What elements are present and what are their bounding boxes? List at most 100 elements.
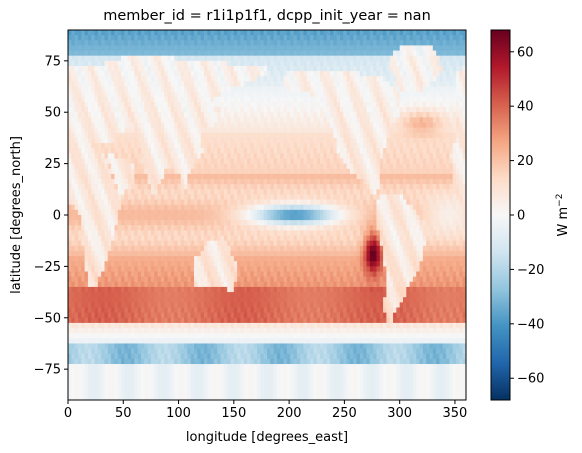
heatmap-cell xyxy=(399,215,404,221)
heatmap-cell xyxy=(396,189,401,195)
heatmap-cell xyxy=(296,60,301,67)
heatmap-cell xyxy=(87,184,92,190)
heatmap-cell xyxy=(170,204,175,211)
heatmap-cell xyxy=(436,30,440,36)
heatmap-cell xyxy=(217,199,222,206)
heatmap-cell xyxy=(396,35,401,41)
heatmap-cell xyxy=(77,215,82,221)
heatmap-cell xyxy=(393,199,397,206)
heatmap-cell xyxy=(363,199,367,206)
heatmap-cell xyxy=(213,204,218,211)
heatmap-cell xyxy=(290,230,295,237)
heatmap-cell xyxy=(343,143,348,149)
heatmap-cell xyxy=(426,30,431,36)
heatmap-cell xyxy=(227,101,232,108)
heatmap-cell xyxy=(449,158,454,165)
heatmap-cell xyxy=(121,148,125,154)
heatmap-cell xyxy=(134,81,139,88)
heatmap-cell xyxy=(356,65,361,72)
heatmap-cell xyxy=(160,189,165,195)
heatmap-cell xyxy=(203,240,208,247)
heatmap-cell xyxy=(124,163,129,170)
heatmap-cell xyxy=(356,220,361,226)
heatmap-cell xyxy=(276,215,281,221)
heatmap-cell xyxy=(379,225,384,231)
heatmap-cell xyxy=(373,179,377,185)
heatmap-cell xyxy=(399,65,404,72)
heatmap-cell xyxy=(233,96,238,103)
heatmap-cell xyxy=(399,117,404,123)
heatmap-cell xyxy=(87,148,92,154)
heatmap-cell xyxy=(227,35,232,41)
heatmap-cell xyxy=(432,65,437,72)
heatmap-cell xyxy=(320,96,324,103)
heatmap-cell xyxy=(94,76,99,82)
heatmap-cell xyxy=(74,122,79,129)
heatmap-cell xyxy=(446,45,450,52)
heatmap-cell xyxy=(217,65,222,72)
heatmap-cell xyxy=(263,45,268,52)
heatmap-cell xyxy=(416,132,421,139)
heatmap-cell xyxy=(276,143,281,149)
heatmap-cell xyxy=(197,107,202,113)
heatmap-cell xyxy=(131,96,135,103)
heatmap-cell xyxy=(409,184,414,190)
heatmap-cell xyxy=(436,173,440,180)
heatmap-cell xyxy=(296,132,301,139)
heatmap-cell xyxy=(253,163,258,170)
heatmap-cell xyxy=(419,158,424,165)
heatmap-cell xyxy=(243,132,248,139)
heatmap-cell xyxy=(326,235,331,242)
heatmap-cell xyxy=(167,204,172,211)
heatmap-cell xyxy=(107,132,112,139)
heatmap-cell xyxy=(323,86,328,93)
heatmap-cell xyxy=(180,86,185,93)
heatmap-cell xyxy=(243,230,248,237)
heatmap-cell xyxy=(230,220,235,226)
heatmap-cell xyxy=(213,143,218,149)
heatmap-cell xyxy=(77,107,82,113)
heatmap-cell xyxy=(442,199,447,206)
heatmap-cell xyxy=(456,163,460,170)
heatmap-cell xyxy=(240,184,245,190)
heatmap-cell xyxy=(213,209,218,216)
heatmap-cell xyxy=(227,137,232,144)
heatmap-cell xyxy=(333,230,338,237)
heatmap-cell xyxy=(187,76,192,82)
heatmap-cell xyxy=(213,50,218,57)
heatmap-cell xyxy=(180,30,185,36)
heatmap-cell xyxy=(68,199,72,206)
heatmap-cell xyxy=(210,189,215,195)
heatmap-cell xyxy=(210,71,215,77)
heatmap-cell xyxy=(207,240,212,247)
heatmap-cell xyxy=(91,60,96,67)
heatmap-cell xyxy=(154,71,159,77)
heatmap-cell xyxy=(300,112,304,118)
heatmap-cell xyxy=(336,45,341,52)
heatmap-cell xyxy=(154,173,159,180)
heatmap-cell xyxy=(273,101,278,108)
heatmap-cell xyxy=(376,132,381,139)
heatmap-cell xyxy=(296,235,301,242)
heatmap-cell xyxy=(203,153,208,159)
heatmap-cell xyxy=(449,112,454,118)
heatmap-cell xyxy=(137,50,142,57)
heatmap-cell xyxy=(300,35,304,41)
heatmap-cell xyxy=(356,55,361,62)
heatmap-cell xyxy=(369,40,374,46)
heatmap-cell xyxy=(170,101,175,108)
heatmap-cell xyxy=(230,189,235,195)
heatmap-cell xyxy=(419,86,424,93)
heatmap-cell xyxy=(150,194,155,201)
heatmap-cell xyxy=(77,76,82,82)
heatmap-cell xyxy=(257,225,261,231)
heatmap-cell xyxy=(157,230,162,237)
heatmap-cell xyxy=(402,189,407,195)
heatmap-cell xyxy=(359,179,364,185)
heatmap-cell xyxy=(184,209,188,216)
heatmap-cell xyxy=(91,230,96,237)
heatmap-cell xyxy=(140,30,145,36)
heatmap-cell xyxy=(223,220,228,226)
heatmap-cell xyxy=(84,76,89,82)
heatmap-cell xyxy=(389,122,394,129)
